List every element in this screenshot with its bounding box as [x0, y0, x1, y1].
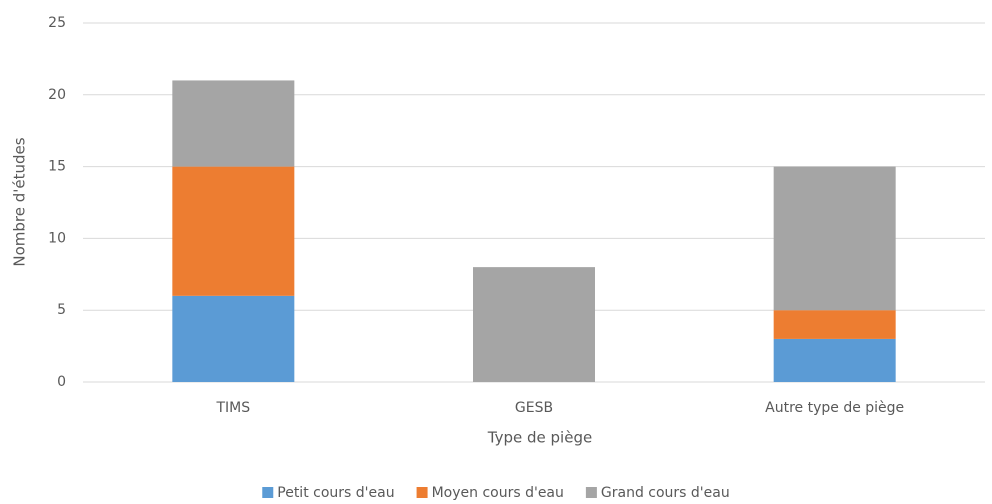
bar-segment — [172, 80, 295, 167]
y-tick-label: 25 — [48, 15, 66, 31]
x-tick-label: GESB — [515, 400, 553, 416]
bar-segment — [773, 166, 896, 311]
y-axis-title: Nombre d'études — [11, 137, 29, 266]
y-tick-label: 20 — [48, 87, 66, 103]
x-tick-label: Autre type de piège — [765, 400, 904, 416]
legend-swatch — [585, 487, 597, 498]
y-tick-label: 15 — [48, 159, 66, 175]
bar-segment — [172, 166, 295, 296]
x-tick-label: TIMS — [216, 400, 251, 416]
legend-label: Grand cours d'eau — [601, 485, 730, 501]
bar-segment — [473, 267, 595, 382]
legend-label: Moyen cours d'eau — [432, 485, 564, 501]
bar-segment — [773, 310, 896, 339]
legend-swatch — [262, 487, 274, 498]
y-tick-label: 5 — [57, 302, 66, 318]
y-tick-label: 0 — [57, 374, 66, 390]
legend-label: Petit cours d'eau — [277, 485, 394, 501]
y-tick-label: 10 — [48, 230, 66, 246]
bar-segment — [172, 295, 295, 382]
x-axis-title: Type de piège — [487, 429, 592, 447]
legend-swatch — [416, 487, 428, 498]
bar-segment — [773, 338, 896, 382]
